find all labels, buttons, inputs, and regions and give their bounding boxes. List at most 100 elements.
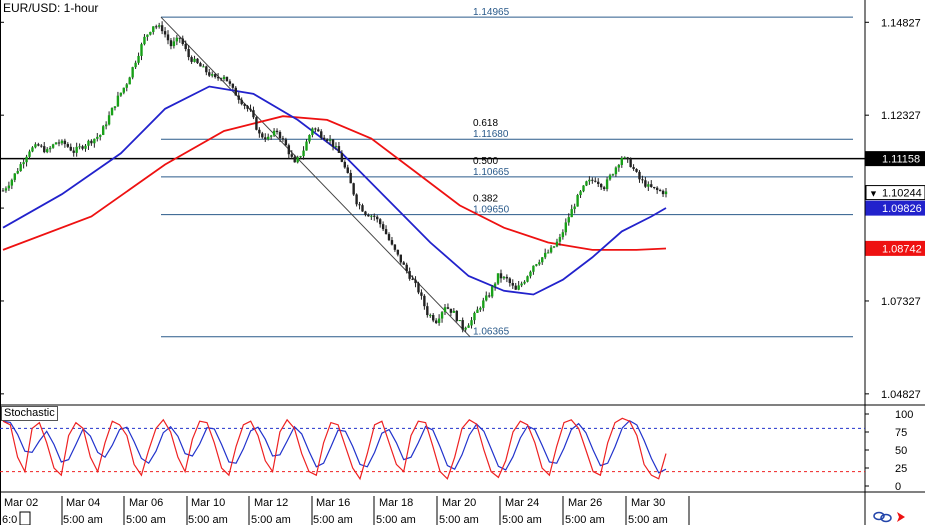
candle-body-bull xyxy=(125,84,128,88)
candle-body-bull xyxy=(440,312,444,319)
time-label: 5:00 am xyxy=(439,514,479,525)
time-label: 5:00 am xyxy=(502,514,542,525)
candle-body-bull xyxy=(296,157,299,163)
date-label: Mar 04 xyxy=(66,497,100,509)
candle-body-bull xyxy=(517,285,520,290)
candle-body-bull xyxy=(485,295,488,301)
time-label: 5:00 am xyxy=(565,514,605,525)
arrow-icon[interactable] xyxy=(897,512,905,522)
candle-body-bear xyxy=(234,87,237,96)
candle-body-bull xyxy=(116,95,120,107)
date-label: Mar 24 xyxy=(505,497,539,509)
candle-body-bear xyxy=(163,31,167,35)
time-axis: Mar 02 Mar 04 Mar 06 Mar 10 Mar 12 Mar 16 Mar … xyxy=(2,496,690,526)
price-tick-label: 1.12327 xyxy=(881,110,921,122)
candle-body-bear xyxy=(355,194,358,205)
candle-body-bear xyxy=(228,81,232,84)
candle-body-bear xyxy=(184,44,187,50)
candle-body-bull xyxy=(437,318,441,323)
candle-body-bear xyxy=(40,145,43,147)
price-tag-label: 1.08742 xyxy=(882,243,922,255)
candle-body-bull xyxy=(222,76,226,80)
date-label: Mar 18 xyxy=(379,497,413,509)
price-tag-arrow: ▼ xyxy=(869,189,878,199)
candle-body-bull xyxy=(84,145,87,149)
candle-body-bear xyxy=(281,138,285,140)
candle-body-bull xyxy=(211,74,214,76)
candle-body-bear xyxy=(169,40,173,47)
candle-body-bear xyxy=(155,26,158,28)
candle-body-bull xyxy=(4,188,8,191)
candle-body-bull xyxy=(46,149,49,153)
candle-body-bear xyxy=(72,150,75,153)
candle-body-bear xyxy=(43,146,46,153)
candle-body-bull xyxy=(22,162,25,165)
link-icon-ring xyxy=(873,511,885,521)
candle-body-bull xyxy=(51,144,55,148)
candle-body-bull xyxy=(579,191,582,196)
candle-body-bear xyxy=(349,172,352,184)
price-tag xyxy=(865,185,925,201)
price-tick-label: 1.07327 xyxy=(881,296,921,308)
candle-body-bull xyxy=(564,222,568,233)
stoch-tick-label: 100 xyxy=(895,409,913,421)
candle-body-bull xyxy=(558,237,562,242)
candle-body-bull xyxy=(490,286,494,297)
candle-body-bear xyxy=(190,57,193,62)
candle-body-bear xyxy=(390,240,394,245)
fib-level-label: 1.06365 xyxy=(473,327,510,338)
candle-body-bear xyxy=(602,187,606,190)
fib-ratio-label: 0.382 xyxy=(473,194,498,205)
candle-body-bull xyxy=(175,37,179,42)
candle-body-bull xyxy=(119,92,123,96)
candle-body-bear xyxy=(57,142,61,144)
candle-body-bear xyxy=(650,184,653,187)
candle-body-bull xyxy=(443,307,447,313)
candle-body-bear xyxy=(378,219,382,225)
candle-body-bear xyxy=(373,215,376,217)
candle-body-bull xyxy=(543,252,547,258)
candle-body-bull xyxy=(101,126,105,135)
candle-body-bear xyxy=(290,154,293,157)
candle-body-bear xyxy=(275,130,279,133)
date-label: Mar 16 xyxy=(316,497,350,509)
candle-body-bear xyxy=(178,37,181,39)
candle-body-bull xyxy=(561,232,565,238)
time-label: 5:00 am xyxy=(376,514,416,525)
candle-body-bull xyxy=(122,87,126,93)
candle-body-bull xyxy=(75,146,78,153)
candle-body-bull xyxy=(429,315,432,317)
fib-level-label: 1.14965 xyxy=(473,7,510,18)
candle-body-bull xyxy=(328,139,332,141)
stochastic-axis: 100 75 50 25 0 xyxy=(865,409,913,493)
candle-body-bull xyxy=(25,156,28,163)
candle-body-bull xyxy=(152,26,155,32)
candle-body-bull xyxy=(128,77,131,85)
arrow-icon-shape xyxy=(897,512,905,522)
price-tick-label: 1.04827 xyxy=(881,389,921,401)
candle-body-bear xyxy=(399,254,402,263)
candle-body-bull xyxy=(535,264,538,266)
candle-body-bear xyxy=(626,157,629,160)
candle-body-bear xyxy=(514,285,517,290)
candle-body-bull xyxy=(54,142,58,145)
candle-body-bull xyxy=(13,173,16,180)
candle-body-bear xyxy=(446,307,450,309)
candle-body-bear xyxy=(434,320,438,323)
candle-body-bear xyxy=(160,25,164,32)
chart-title: EUR/USD: 1-hour xyxy=(1,1,101,16)
candle-body-bear xyxy=(261,133,264,138)
footer-icons[interactable] xyxy=(873,511,905,523)
candle-body-bear xyxy=(90,140,93,144)
ma-blue-line xyxy=(2,85,667,296)
link-icon[interactable] xyxy=(873,511,892,523)
candle-body-bear xyxy=(166,34,170,41)
candle-body-bear xyxy=(364,211,367,215)
candle-body-bear xyxy=(361,205,364,212)
candle-body-bear xyxy=(461,320,464,330)
candle-body-bear xyxy=(641,179,644,181)
candle-body-bear xyxy=(508,278,512,284)
candle-body-bear xyxy=(653,186,656,188)
